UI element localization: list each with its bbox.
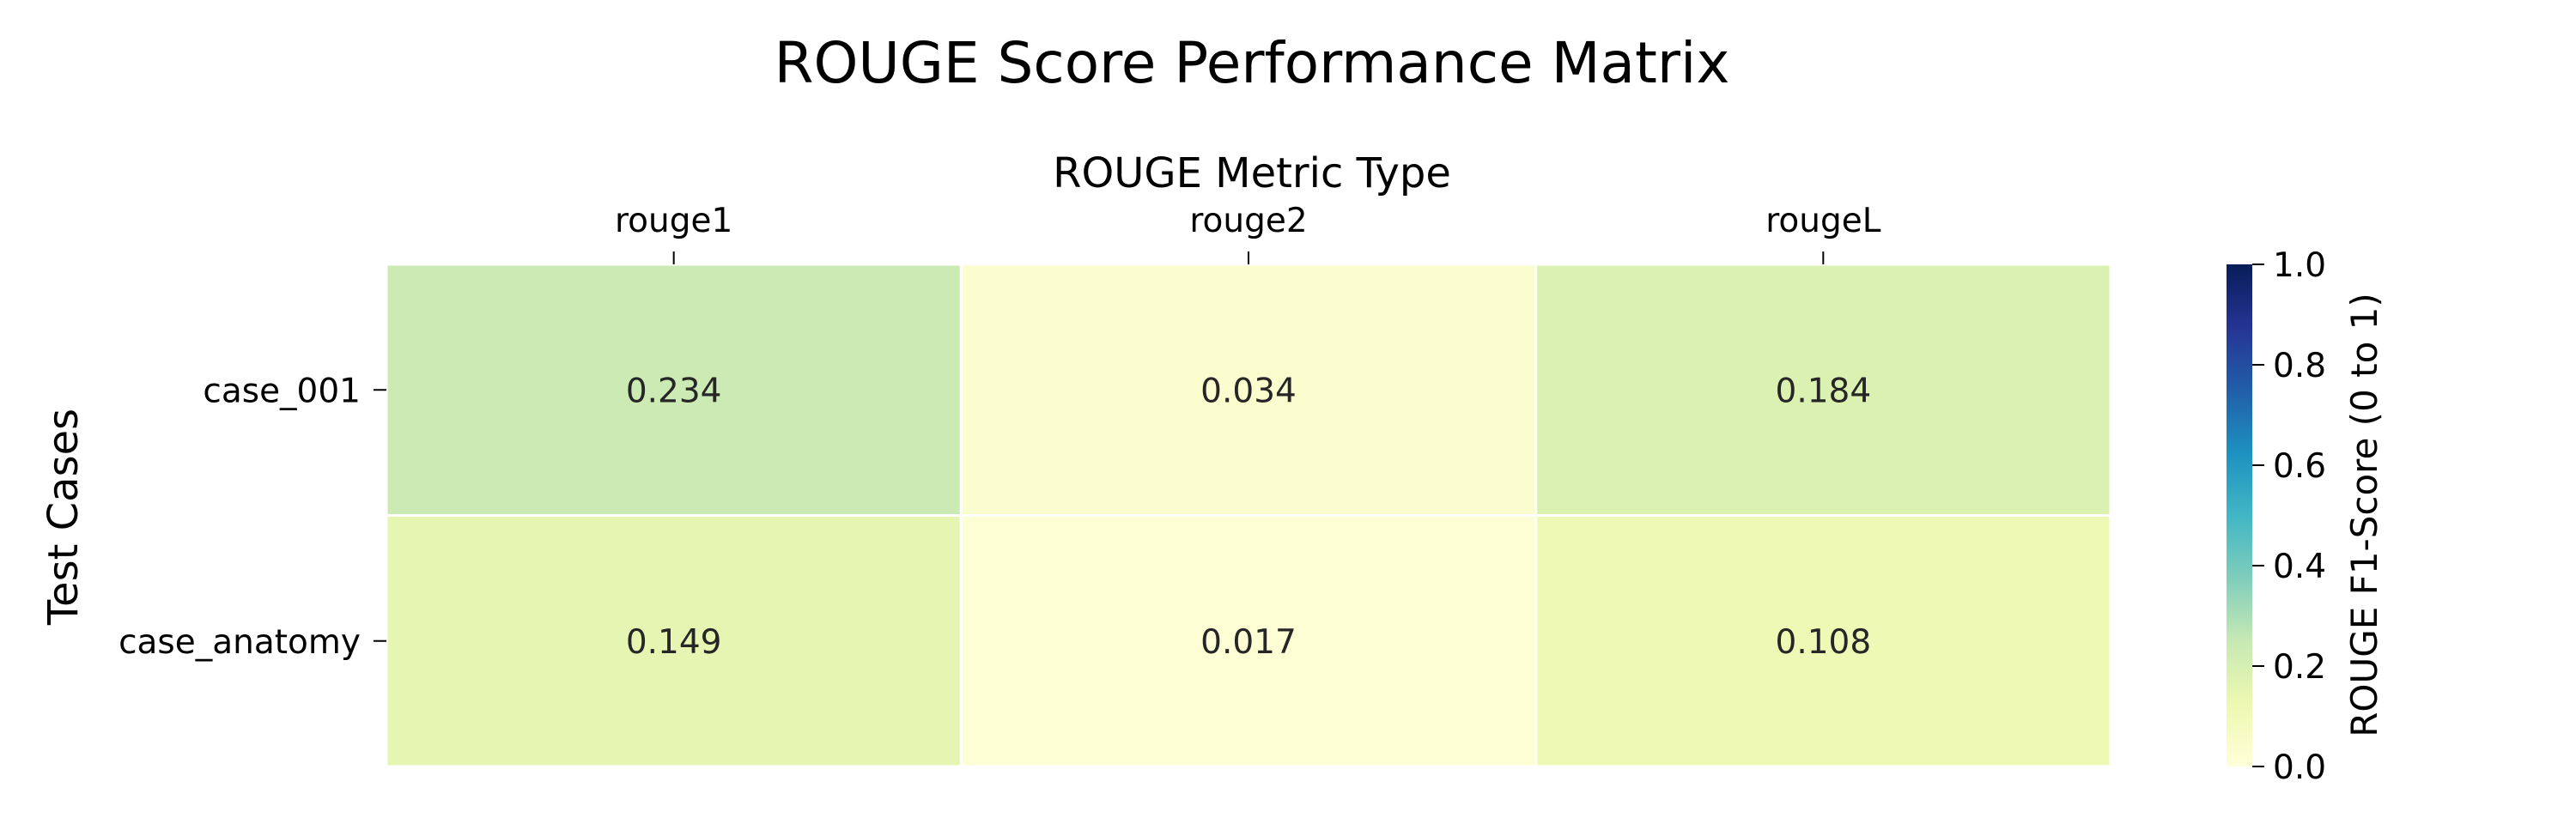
- heatmap-cells: 0.234 0.034 0.184 0.149 0.017 0.108: [385, 263, 2112, 768]
- colorbar-tick-label: 0.8: [2273, 347, 2326, 385]
- heatmap-cell: [385, 263, 963, 517]
- x-tick-label: rouge2: [1189, 202, 1307, 240]
- cell-value-label: 0.034: [1200, 372, 1297, 410]
- y-axis-label: Test Cases: [39, 409, 88, 626]
- x-tick-label: rougeL: [1765, 202, 1881, 240]
- colorbar-tick-label: 0.6: [2273, 447, 2326, 486]
- cell-value-label: 0.017: [1200, 623, 1297, 662]
- heatmap-cell: [385, 514, 963, 768]
- colorbar: [2227, 264, 2252, 766]
- heatmap-cell: [1534, 514, 2112, 768]
- chart-title: ROUGE Score Performance Matrix: [775, 30, 1730, 96]
- cell-value-label: 0.149: [626, 623, 722, 662]
- x-axis-label: ROUGE Metric Type: [1053, 149, 1451, 197]
- colorbar-tick-label: 0.4: [2273, 548, 2326, 586]
- x-axis-ticks: rouge1 rouge2 rougeL: [615, 202, 1881, 264]
- cell-value-label: 0.234: [626, 372, 722, 410]
- x-tick-label: rouge1: [615, 202, 732, 240]
- colorbar-tick-label: 0.2: [2273, 648, 2326, 687]
- colorbar-tick-label: 1.0: [2273, 246, 2326, 285]
- colorbar-ticks: 0.0 0.2 0.4 0.6 0.8 1.0: [2252, 246, 2326, 787]
- cell-value-label: 0.184: [1776, 372, 1872, 410]
- y-tick-label: case_anatomy: [118, 623, 361, 662]
- y-tick-label: case_001: [203, 372, 361, 410]
- cell-value-label: 0.108: [1776, 623, 1872, 662]
- y-axis-ticks: case_001 case_anatomy: [118, 372, 386, 662]
- colorbar-label: ROUGE F1-Score (0 to 1): [2343, 293, 2385, 737]
- heatmap-cell: [959, 263, 1538, 517]
- heatmap-cell: [959, 514, 1538, 768]
- colorbar-tick-label: 0.0: [2273, 748, 2326, 787]
